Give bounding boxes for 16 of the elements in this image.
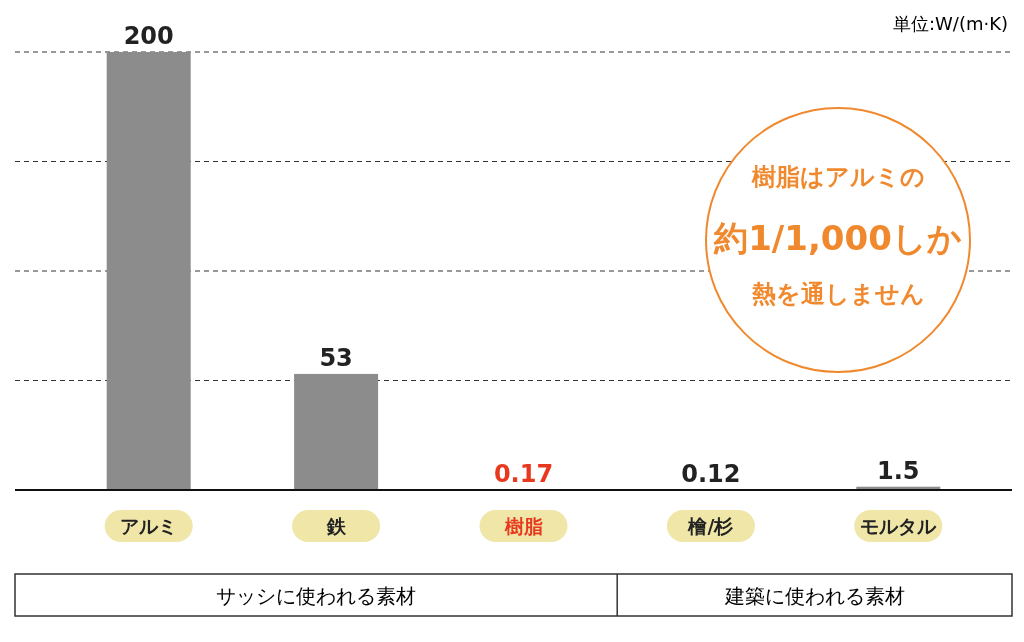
annotation: 熱を通しません — [750, 280, 925, 308]
x-tick-label: 鉄 — [325, 515, 347, 537]
x-tick-label: アルミ — [120, 515, 178, 537]
text: サッシに使われる素材 — [216, 584, 417, 608]
data-label: 0.17 — [493, 459, 554, 488]
x-tick-label: 檜/杉 — [687, 515, 734, 537]
y-axis-title: 単位:W/(m·K) — [892, 13, 1008, 34]
data-label: 53 — [319, 343, 353, 372]
x-tick-label: モルタル — [860, 515, 938, 537]
text: 建築に使われる素材 — [723, 584, 905, 608]
x-tick-label: 樹脂 — [503, 515, 543, 537]
data-label: 1.5 — [877, 456, 920, 485]
data-label: 200 — [123, 22, 174, 50]
annotation: 樹脂はアルミの — [750, 163, 925, 191]
data-label: 0.12 — [681, 459, 741, 488]
annotation: 約1/1,000しか — [713, 218, 962, 258]
